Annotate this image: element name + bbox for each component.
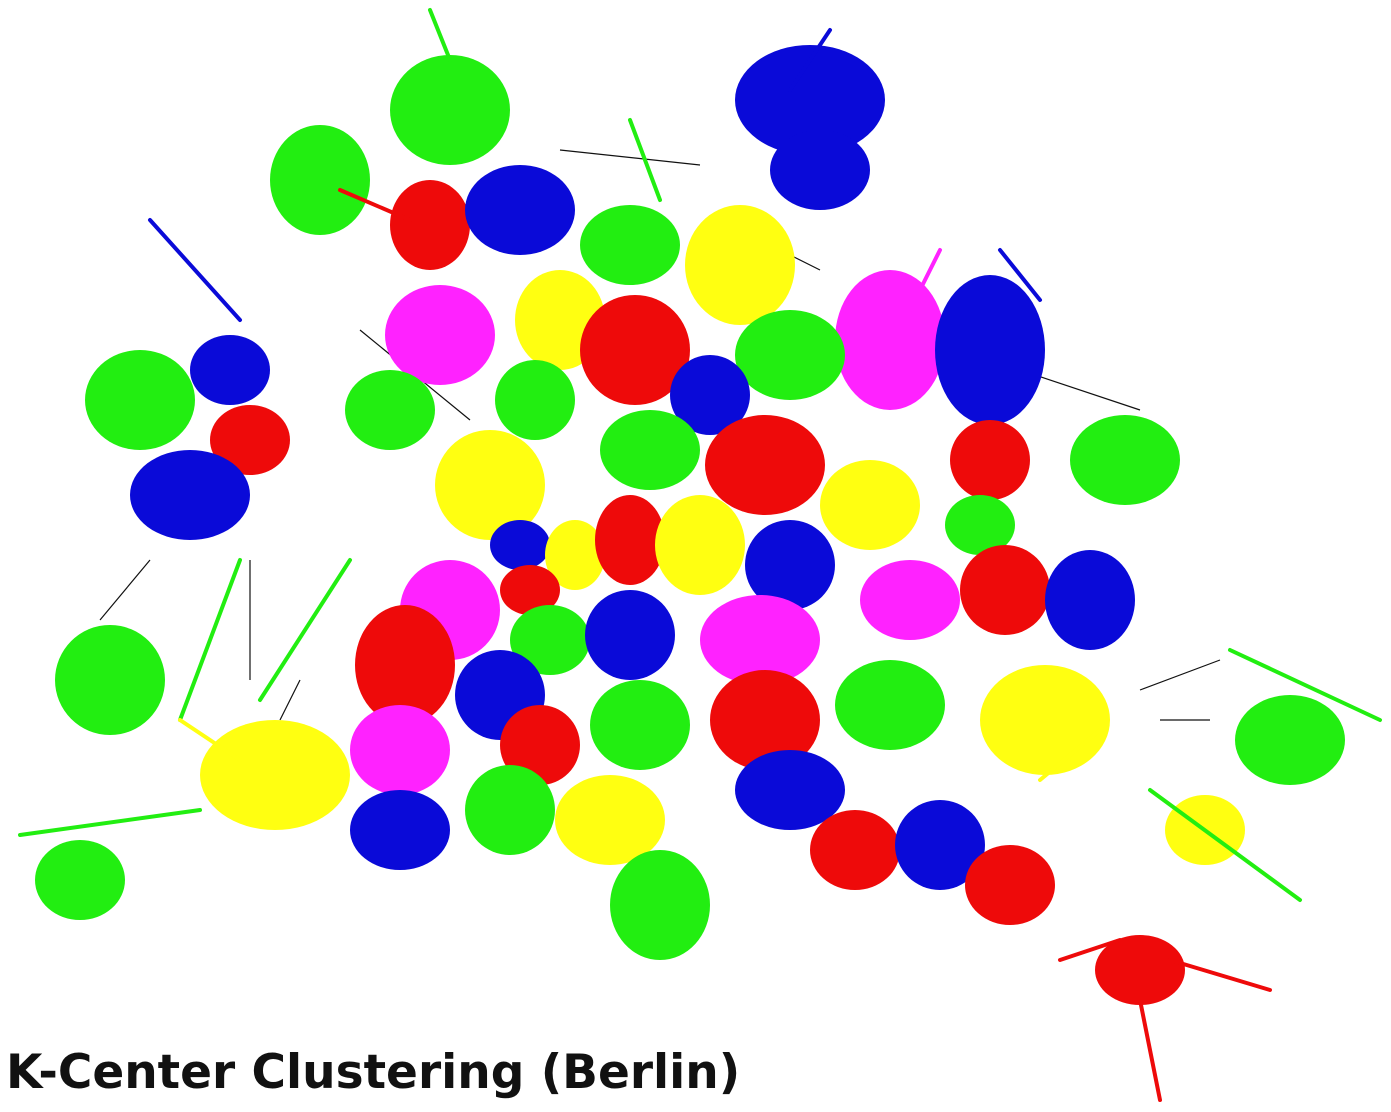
map-title: K-Center Clustering (Berlin) [6, 1045, 740, 1100]
page: K-Center Clustering (Berlin) {"title": "… [0, 0, 1391, 1112]
map: K-Center Clustering (Berlin) [0, 0, 1391, 1112]
clusters [35, 45, 1345, 1005]
